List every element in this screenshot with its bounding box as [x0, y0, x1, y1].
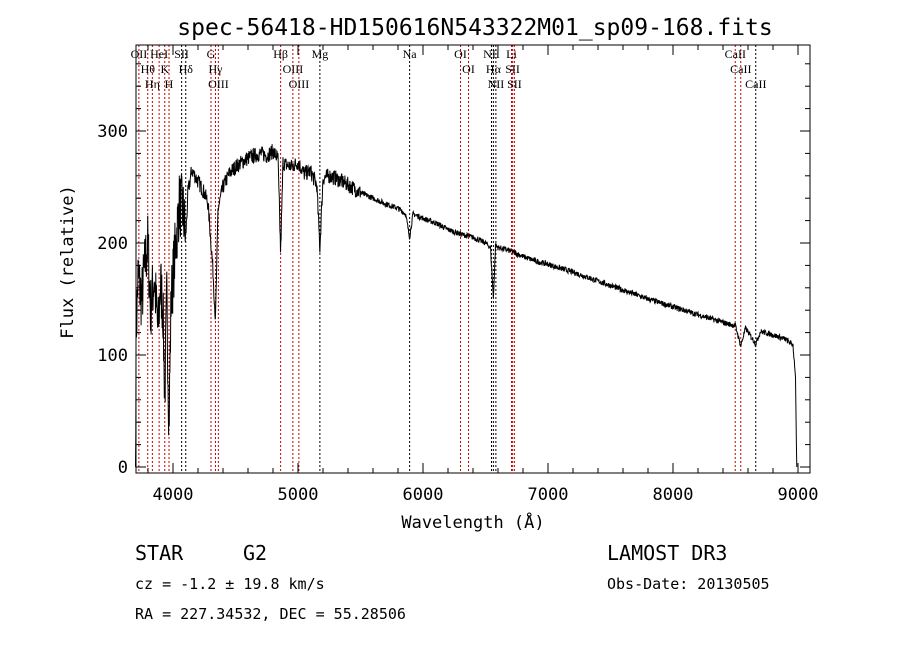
line-label: Hβ [273, 47, 288, 61]
survey-name: LAMOST DR3 [607, 541, 727, 565]
spectral-line-markers [138, 45, 757, 473]
line-label: CaII [725, 47, 746, 61]
line-label: OIII [208, 77, 229, 91]
line-label: NII [488, 77, 505, 91]
spectrum-line [135, 144, 798, 468]
x-axis-label: Wavelength (Å) [401, 511, 544, 533]
line-label: Hγ [209, 62, 224, 76]
line-label: CaII [745, 77, 766, 91]
y-tick-label: 0 [118, 458, 128, 478]
x-tick-label: 9000 [778, 485, 819, 505]
line-label: CaII [730, 62, 751, 76]
line-label: OII [131, 47, 148, 61]
x-tick-label: 5000 [278, 485, 319, 505]
line-label: G [207, 47, 216, 61]
axis-ticks: 4000 5000 6000 7000 8000 9000 0 100 200 300 [97, 45, 818, 505]
line-label: K [160, 62, 169, 76]
chart-title: spec-56418-HD150616N543322M01_sp09-168.f… [177, 15, 772, 41]
line-label: SII [507, 77, 522, 91]
plot-frame [135, 44, 811, 474]
object-class: STAR [135, 541, 184, 565]
object-subclass: G2 [243, 541, 267, 565]
x-tick-label: 7000 [528, 485, 569, 505]
y-tick-label: 100 [97, 346, 128, 366]
y-tick-label: 200 [97, 234, 128, 254]
line-label: Hδ [179, 62, 194, 76]
line-label: SII [174, 47, 189, 61]
y-axis-label: Flux (relative) [58, 185, 78, 339]
obs-date: Obs-Date: 20130505 [607, 575, 770, 593]
x-tick-label: 6000 [403, 485, 444, 505]
line-label: Hη [145, 77, 160, 91]
line-label: Hα [486, 62, 502, 76]
line-label: OI [462, 62, 475, 76]
line-label: SII [505, 62, 520, 76]
line-label: Hθ [141, 62, 156, 76]
line-label: HeI [150, 47, 168, 61]
line-label: NII [483, 47, 500, 61]
line-label: OI [454, 47, 467, 61]
line-label: H [165, 77, 174, 91]
line-label: Mg [312, 47, 329, 61]
line-label: Li [506, 47, 517, 61]
line-label: OIII [283, 62, 304, 76]
line-label: Na [403, 47, 418, 61]
coordinates: RA = 227.34532, DEC = 55.28506 [135, 605, 406, 623]
x-tick-label: 4000 [153, 485, 194, 505]
line-label: OIII [289, 77, 310, 91]
redshift-cz: cz = -1.2 ± 19.8 km/s [135, 575, 325, 593]
x-tick-label: 8000 [653, 485, 694, 505]
y-tick-label: 300 [97, 122, 128, 142]
